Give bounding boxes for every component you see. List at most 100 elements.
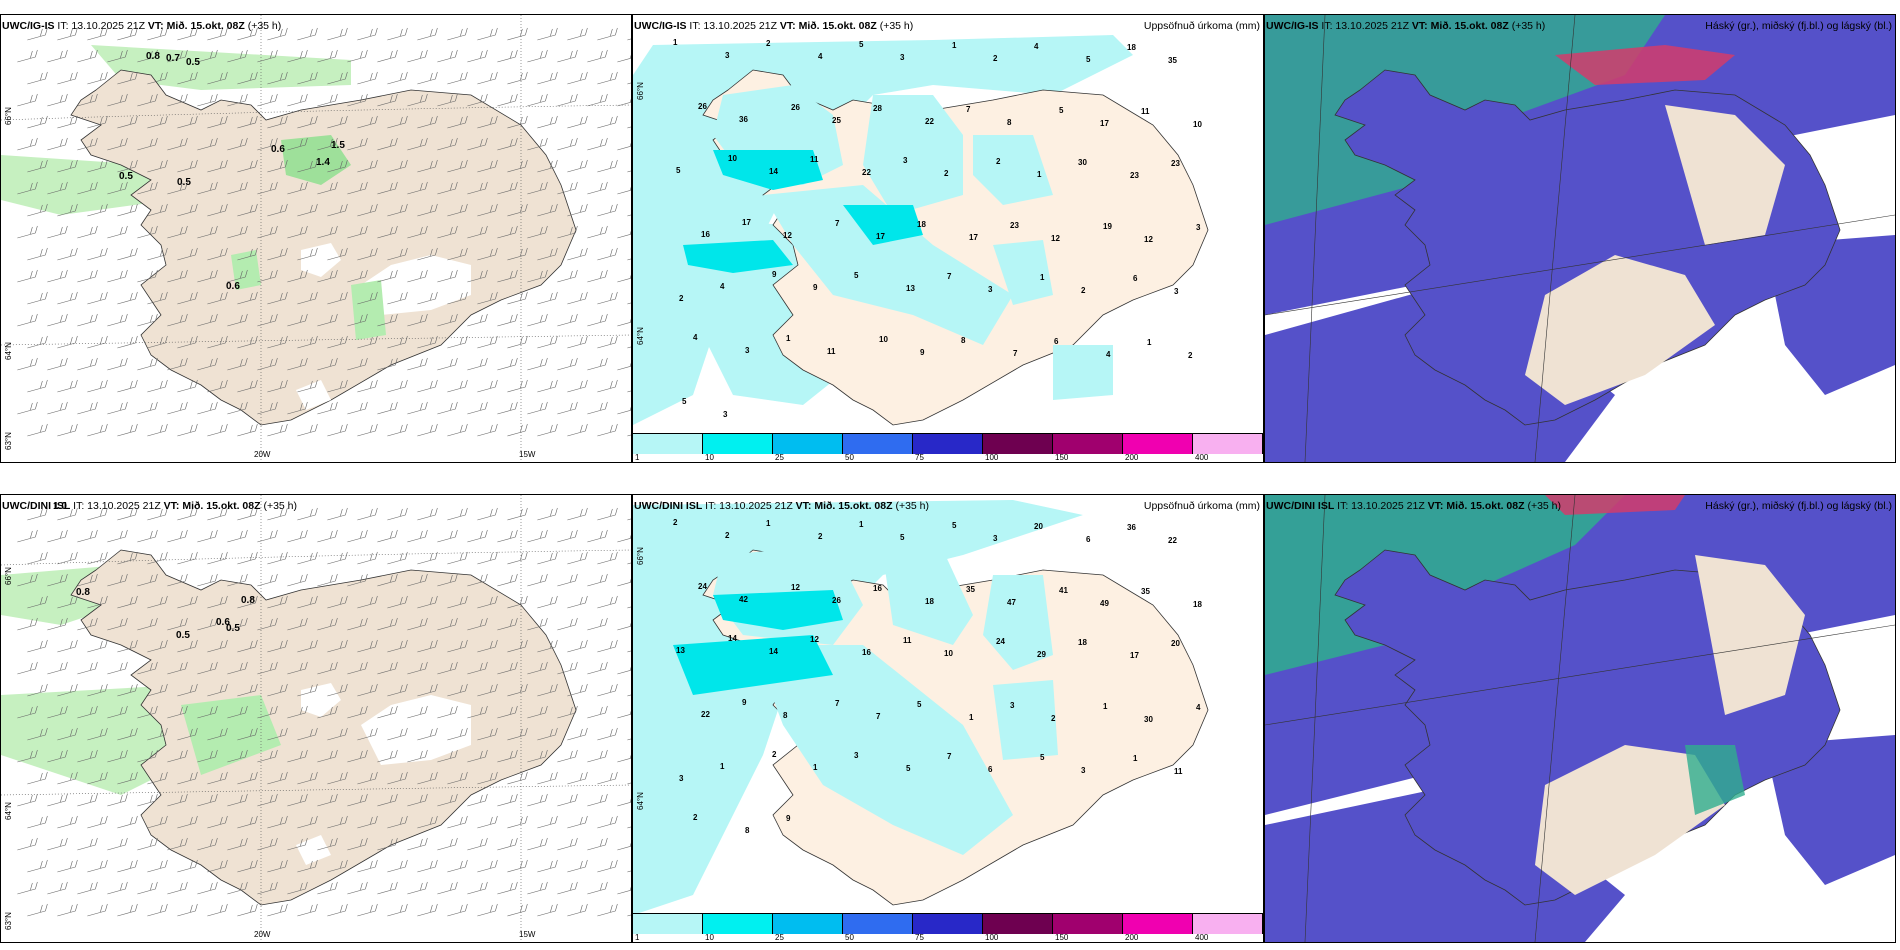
wind-barb (377, 573, 398, 587)
wind-barb (17, 837, 38, 851)
wind-barb (87, 903, 108, 917)
precip-value-label: 3 (745, 346, 750, 355)
wind-barb (77, 793, 98, 807)
wind-barb (327, 335, 348, 349)
precip-value-label: 23 (1130, 171, 1139, 180)
valid-time: VT: Mið. 15.okt. 08Z (779, 20, 877, 32)
wind-barb (327, 903, 348, 917)
wind-barb (207, 423, 228, 437)
wind-barb (297, 683, 318, 697)
wind-barb (297, 903, 318, 917)
wind-barb (557, 181, 578, 195)
wind-barb (627, 738, 631, 741)
precip-value-label: 42 (739, 595, 748, 604)
wind-barb (227, 881, 248, 895)
wind-barb (287, 93, 308, 107)
wind-barb (497, 313, 518, 327)
wind-barb (77, 529, 98, 543)
precip-value-label: 35 (966, 585, 975, 594)
wind-barb (137, 93, 158, 107)
precip-value-label: 41 (1059, 586, 1068, 595)
wind-barb (347, 661, 368, 675)
colorbar-tick-label: 100 (985, 933, 999, 942)
wind-barb (417, 423, 438, 437)
valid-time: VT: Mið. 15.okt. 08Z (1411, 20, 1509, 32)
wind-barb (627, 38, 631, 41)
precip-value-label: 14 (769, 647, 778, 656)
wind-barb (437, 881, 458, 895)
lat-label: 66°N (4, 567, 13, 585)
precip-value-label: 6 (1086, 535, 1091, 544)
wind-barb (407, 49, 428, 63)
wind-barb (527, 313, 548, 327)
precip-value-label: 12 (810, 635, 819, 644)
panel-subtitle: Uppsöfnuð úrkoma (mm) (1143, 500, 1260, 512)
wind-barb (47, 357, 68, 371)
wind-barb (57, 423, 78, 437)
wind-barb (357, 423, 378, 437)
precip-value-label: 12 (791, 583, 800, 592)
wind-barb (137, 313, 158, 327)
colorbar-tick-label: 1 (635, 453, 640, 462)
wind-barb (237, 771, 258, 785)
wind-barb (57, 727, 78, 741)
wind-barb (227, 137, 248, 151)
wind-barb (77, 705, 98, 719)
wind-barb (557, 357, 578, 371)
max-wind-label: 0.5 (177, 177, 191, 188)
colorbar-tick-label: 400 (1195, 453, 1209, 462)
wind-barb (437, 573, 458, 587)
panel-subtitle: Uppsöfnuð úrkoma (mm) (1143, 20, 1260, 32)
wind-barb (347, 837, 368, 851)
wind-barb (437, 269, 458, 283)
wind-barb (317, 357, 338, 371)
wind-barb (377, 661, 398, 675)
wind-barb (447, 551, 468, 565)
lon-label: 15W (519, 930, 536, 939)
wind-barb (537, 27, 558, 41)
precip-value-label: 5 (1086, 55, 1091, 64)
wind-barb (147, 683, 168, 697)
precip-value-label: 24 (996, 637, 1005, 646)
wind-barb (537, 379, 558, 393)
wind-barb (587, 661, 608, 675)
colorbar-tick-label: 10 (705, 453, 714, 462)
wind-barb (387, 815, 408, 829)
precip-value-label: 11 (810, 155, 819, 164)
wind-barb (257, 705, 278, 719)
wind-barb (597, 683, 618, 697)
wind-barb (317, 881, 338, 895)
precip-value-label: 17 (969, 233, 978, 242)
wind-barb (507, 423, 528, 437)
wind-barb (287, 749, 308, 763)
wind-barb (107, 617, 128, 631)
wind-barb (477, 727, 498, 741)
wind-barb (327, 247, 348, 261)
wind-barb (587, 401, 608, 415)
wind-barb (357, 815, 378, 829)
panel-subtitle: Háský (gr.), miðský (fj.bl.) og lágský (… (1705, 500, 1892, 512)
wind-barb (597, 423, 618, 437)
wind-barb (377, 749, 398, 763)
wind-barb (417, 27, 438, 41)
wind-barb (327, 595, 348, 609)
wind-barb (627, 562, 631, 565)
wind-barb (567, 507, 588, 521)
wind-barb (17, 749, 38, 763)
wind-barb (557, 573, 578, 587)
wind-barb (267, 507, 288, 521)
wind-barb (297, 507, 318, 521)
wind-barb (207, 639, 228, 653)
wind-barb (207, 903, 228, 917)
valid-time: VT: Mið. 15.okt. 08Z (147, 20, 245, 32)
wind-barb (477, 771, 498, 785)
wind-barb (287, 269, 308, 283)
wind-barb (387, 595, 408, 609)
wind-barb (317, 617, 338, 631)
wind-barb (417, 771, 438, 785)
colorbar-segment (633, 914, 703, 934)
precip-value-label: 12 (1144, 235, 1153, 244)
wind-barb (57, 683, 78, 697)
wind-barb (407, 793, 428, 807)
wind-barb (207, 71, 228, 85)
